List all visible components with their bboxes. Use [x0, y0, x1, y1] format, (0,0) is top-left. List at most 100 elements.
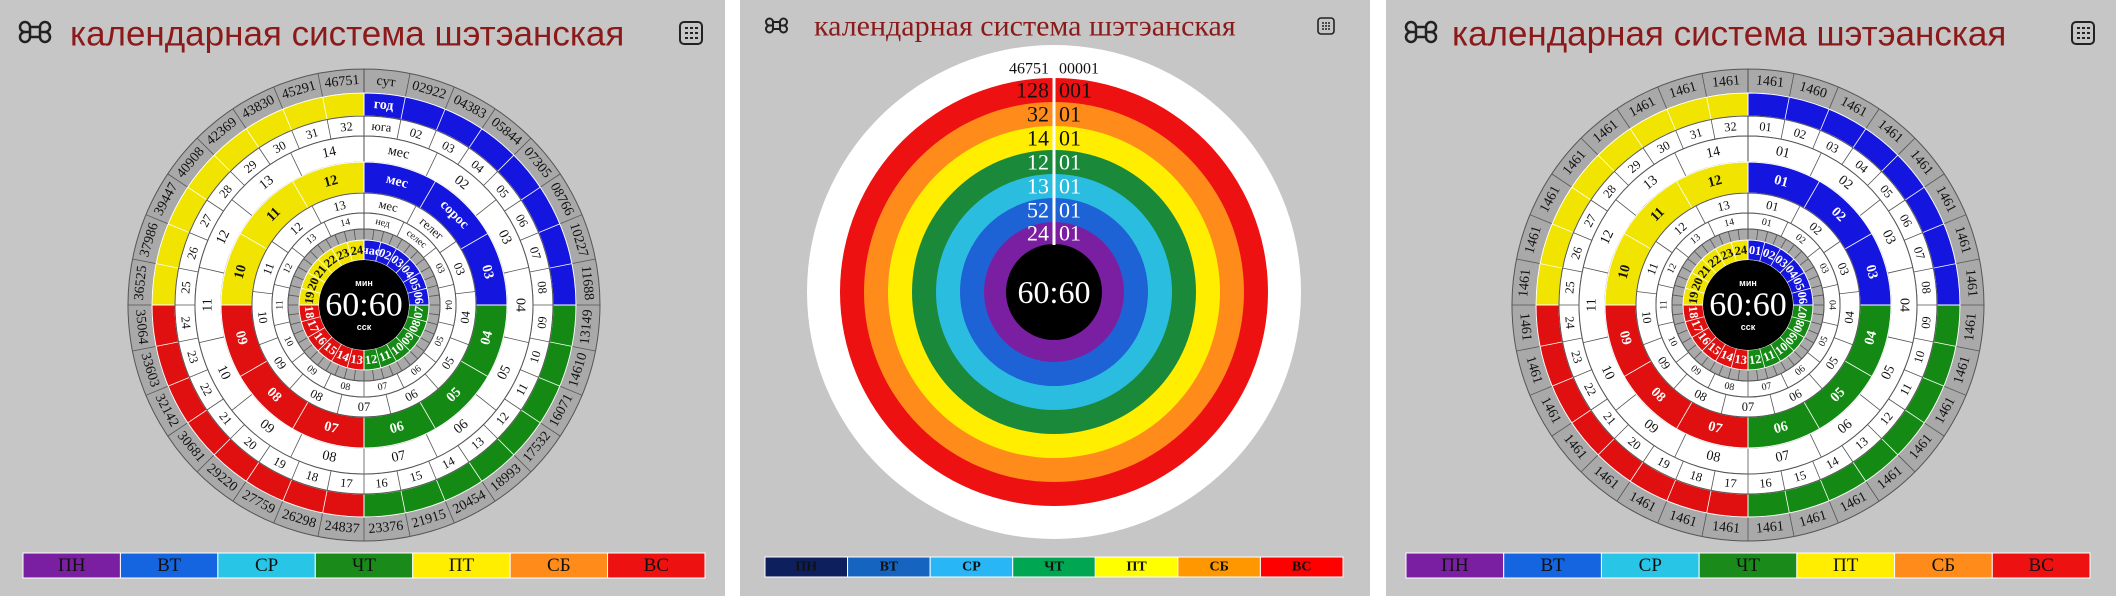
grid-icon[interactable] — [2071, 21, 2095, 45]
slot-divider — [1810, 321, 1822, 326]
slot-divider — [292, 401, 309, 430]
slot-divider — [1681, 337, 1692, 344]
slot-divider — [309, 250, 319, 260]
slot-divider — [1913, 337, 1934, 343]
slot-divider — [404, 512, 411, 537]
ring-label: 30 — [1655, 138, 1673, 156]
slot-divider — [375, 348, 382, 368]
slot-divider — [353, 229, 356, 241]
slot-divider — [290, 284, 302, 289]
ring-label: 08 — [1692, 386, 1709, 404]
slot-divider — [483, 171, 498, 186]
slot-divider — [353, 369, 356, 381]
slot-divider — [1551, 223, 1574, 234]
ring-label: 08 — [339, 380, 351, 393]
slot-divider — [311, 205, 322, 224]
slot-divider — [1675, 460, 1684, 480]
slot-divider — [346, 348, 353, 368]
slot-divider — [1807, 329, 1819, 335]
command-icon[interactable] — [1404, 20, 1438, 44]
slot-divider — [1551, 422, 1572, 437]
command-icon[interactable] — [18, 20, 52, 44]
ring-label: 07 — [1795, 305, 1810, 319]
slot-divider — [1807, 247, 1821, 258]
slot-divider — [343, 231, 348, 243]
slot-divider — [457, 147, 470, 165]
slot-divider — [372, 369, 375, 381]
slot-divider — [1673, 373, 1688, 390]
ring-label: 12 — [1598, 228, 1618, 247]
slot-divider — [167, 223, 190, 234]
row-left: 46751 — [1009, 61, 1049, 78]
ring-label: 18 — [304, 468, 320, 485]
slot-divider — [292, 180, 309, 209]
row-right: 01 — [1059, 102, 1081, 127]
slot-divider — [317, 244, 325, 254]
slot-divider — [1780, 238, 1787, 249]
slot-divider — [326, 119, 332, 140]
slot-divider — [322, 490, 328, 514]
slot-divider — [1844, 233, 1873, 250]
weekday-cell[interactable] — [314, 552, 414, 579]
weekday-cell[interactable] — [119, 552, 219, 579]
row-right: 01 — [1059, 221, 1081, 246]
ring-label: 01 — [1761, 217, 1773, 230]
command-icon[interactable] — [765, 17, 788, 34]
slot-divider — [1590, 199, 1608, 212]
slot-divider — [1701, 73, 1708, 98]
slot-divider — [1539, 341, 1563, 347]
center-bottom: сск — [357, 322, 372, 332]
center-time: 60:60 — [325, 287, 402, 324]
ring-label: 07 — [1774, 448, 1791, 466]
slot-divider — [290, 433, 303, 458]
slot-divider — [297, 266, 308, 273]
slot-divider — [245, 128, 260, 149]
slot-divider — [372, 229, 375, 241]
ring-label: 08 — [1790, 318, 1808, 335]
slot-divider — [1685, 287, 1705, 294]
slot-divider — [1780, 470, 1786, 491]
grid-icon[interactable] — [679, 21, 703, 45]
slot-divider — [1933, 341, 1957, 347]
weekday-cell[interactable] — [1503, 552, 1602, 579]
slot-divider — [1790, 205, 1801, 224]
ring-label: 10 — [1665, 335, 1679, 349]
weekday-cell[interactable] — [607, 552, 706, 579]
slot-divider — [571, 258, 596, 265]
slot-divider — [155, 263, 179, 269]
slot-divider — [1681, 266, 1692, 273]
slot-divider — [1888, 398, 1906, 411]
center-time: 60:60 — [1709, 287, 1786, 324]
ring-label: 03 — [1824, 138, 1842, 156]
weekday-cell[interactable] — [1894, 552, 1993, 579]
slot-divider — [1770, 248, 1781, 267]
ring-label: 06 — [411, 291, 426, 305]
ring-label: 05 — [1817, 335, 1831, 349]
slot-divider — [386, 343, 397, 362]
slot-divider — [1701, 336, 1717, 352]
weekday-cell[interactable] — [1991, 552, 2091, 579]
slot-divider — [549, 341, 573, 347]
grid-icon[interactable] — [1317, 17, 1335, 35]
ring-label: 14 — [440, 454, 458, 472]
ring-label: 46751 — [324, 73, 360, 91]
ring-label: 19 — [271, 454, 289, 472]
weekday-cell[interactable] — [22, 552, 121, 579]
slot-divider — [303, 258, 313, 266]
slot-divider — [259, 337, 279, 346]
slot-divider — [232, 108, 247, 129]
weekday-cell[interactable] — [1259, 556, 1344, 578]
ring-label: мес — [386, 143, 410, 162]
slot-divider — [503, 336, 529, 343]
weekday-cell[interactable] — [1796, 552, 1896, 579]
slot-divider — [290, 321, 302, 326]
slot-divider — [1841, 445, 1854, 463]
slot-divider — [1687, 258, 1697, 266]
ring-label: 05 — [495, 363, 515, 382]
ring-label: 11 — [275, 300, 286, 310]
weekday-cell[interactable] — [217, 552, 316, 579]
slot-divider — [402, 272, 421, 283]
slot-divider — [271, 241, 289, 254]
slot-divider — [540, 422, 561, 437]
weekday-cell[interactable] — [509, 552, 609, 579]
